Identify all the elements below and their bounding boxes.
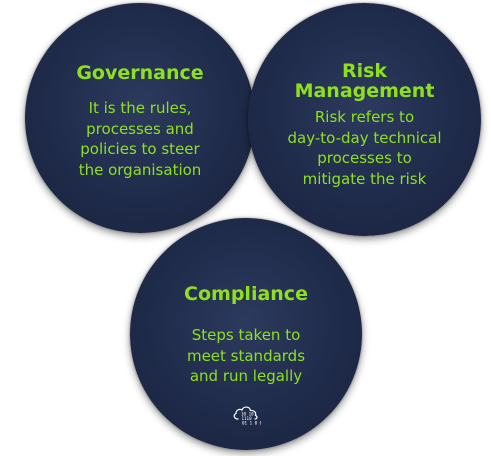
svg-text:01 1 0 01: 01 1 0 01: [242, 420, 261, 425]
risk-management-circle: Risk Management Risk refers to day-to-da…: [248, 3, 481, 236]
risk-management-description: Risk refers to day-to-day technical proc…: [287, 108, 442, 188]
compliance-description: Steps taken to meet standards and run le…: [186, 326, 306, 385]
governance-title: Governance: [76, 62, 204, 84]
svg-text:1110: 1110: [242, 416, 253, 421]
compliance-circle: Compliance Steps taken to meet standards…: [130, 218, 362, 450]
svg-text:10 10: 10 10: [241, 411, 254, 416]
compliance-title: Compliance: [184, 283, 308, 305]
governance-description: It is the rules, processes and policies …: [78, 99, 202, 179]
risk-management-title: Risk Management: [294, 60, 435, 102]
governance-circle: Governance It is the rules, processes an…: [25, 3, 255, 233]
cloud-binary-icon: 10 10 1110 01 1 0 01: [233, 405, 261, 425]
